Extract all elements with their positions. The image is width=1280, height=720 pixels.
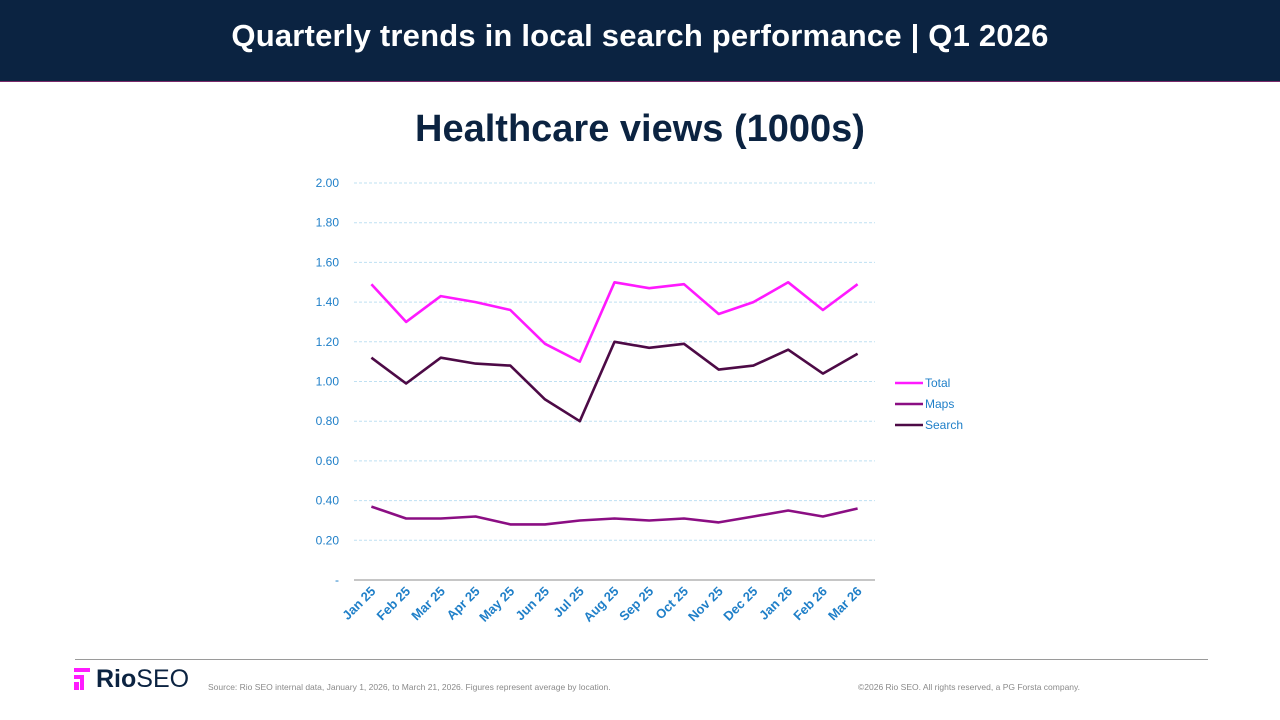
x-tick-label: Feb 25	[373, 584, 413, 624]
footer-source-note: Source: Rio SEO internal data, January 1…	[208, 682, 611, 692]
logo-brand: Rio	[96, 665, 137, 693]
x-tick-label: May 25	[476, 584, 517, 625]
page-title: Quarterly trends in local search perform…	[231, 18, 1049, 53]
x-tick-label: Aug 25	[580, 584, 621, 625]
series-lines	[370, 280, 859, 526]
logo-mark-icon	[74, 668, 90, 690]
header-bar: Quarterly trends in local search perform…	[0, 0, 1280, 82]
chart-title: Healthcare views (1000s)	[415, 108, 865, 150]
y-tick-label: 0.40	[316, 494, 340, 508]
legend-label-search: Search	[925, 418, 963, 432]
x-tick-label: Sep 25	[616, 584, 656, 624]
y-tick-label: 0.80	[316, 414, 340, 428]
x-tick-label: Jan 25	[339, 584, 378, 623]
series-line-maps	[370, 505, 858, 526]
x-tick-label: Dec 25	[720, 584, 760, 624]
x-tick-label: Apr 25	[443, 584, 482, 623]
legend: Total Maps Search	[895, 376, 963, 432]
y-tick-label: 1.60	[316, 255, 340, 269]
series-line-total	[370, 280, 859, 363]
x-tick-label: Jan 26	[756, 584, 795, 623]
footer-divider	[75, 659, 1208, 660]
x-tick-label: Jun 25	[512, 584, 552, 624]
y-tick-label: 0.20	[316, 533, 340, 547]
series-line-search	[370, 340, 859, 423]
legend-label-total: Total	[925, 376, 950, 390]
y-axis-ticks: - 0.20 0.40 0.60 0.80 1.00 1.20 1.40 1.60 1.80 2.0…	[316, 176, 340, 587]
x-tick-label: Mar 25	[408, 584, 448, 624]
y-tick-label: -	[335, 573, 339, 587]
legend-label-maps: Maps	[925, 397, 954, 411]
footer-copyright: ©2026 Rio SEO. All rights reserved, a PG…	[858, 682, 1081, 692]
x-tick-label: Feb 26	[790, 584, 830, 624]
x-tick-label: Mar 26	[825, 584, 865, 624]
logo-wordmark: RioSEO	[96, 665, 189, 694]
y-tick-label: 2.00	[316, 176, 340, 190]
x-tick-label: Nov 25	[685, 584, 726, 625]
gridlines	[354, 182, 875, 541]
y-tick-label: 1.20	[316, 335, 340, 349]
y-tick-label: 1.40	[316, 295, 340, 309]
logo-suffix: SEO	[136, 665, 190, 693]
y-tick-label: 0.60	[316, 454, 340, 468]
y-tick-label: 1.80	[316, 216, 340, 230]
x-tick-label: Oct 25	[652, 584, 691, 623]
y-tick-label: 1.00	[316, 375, 340, 389]
